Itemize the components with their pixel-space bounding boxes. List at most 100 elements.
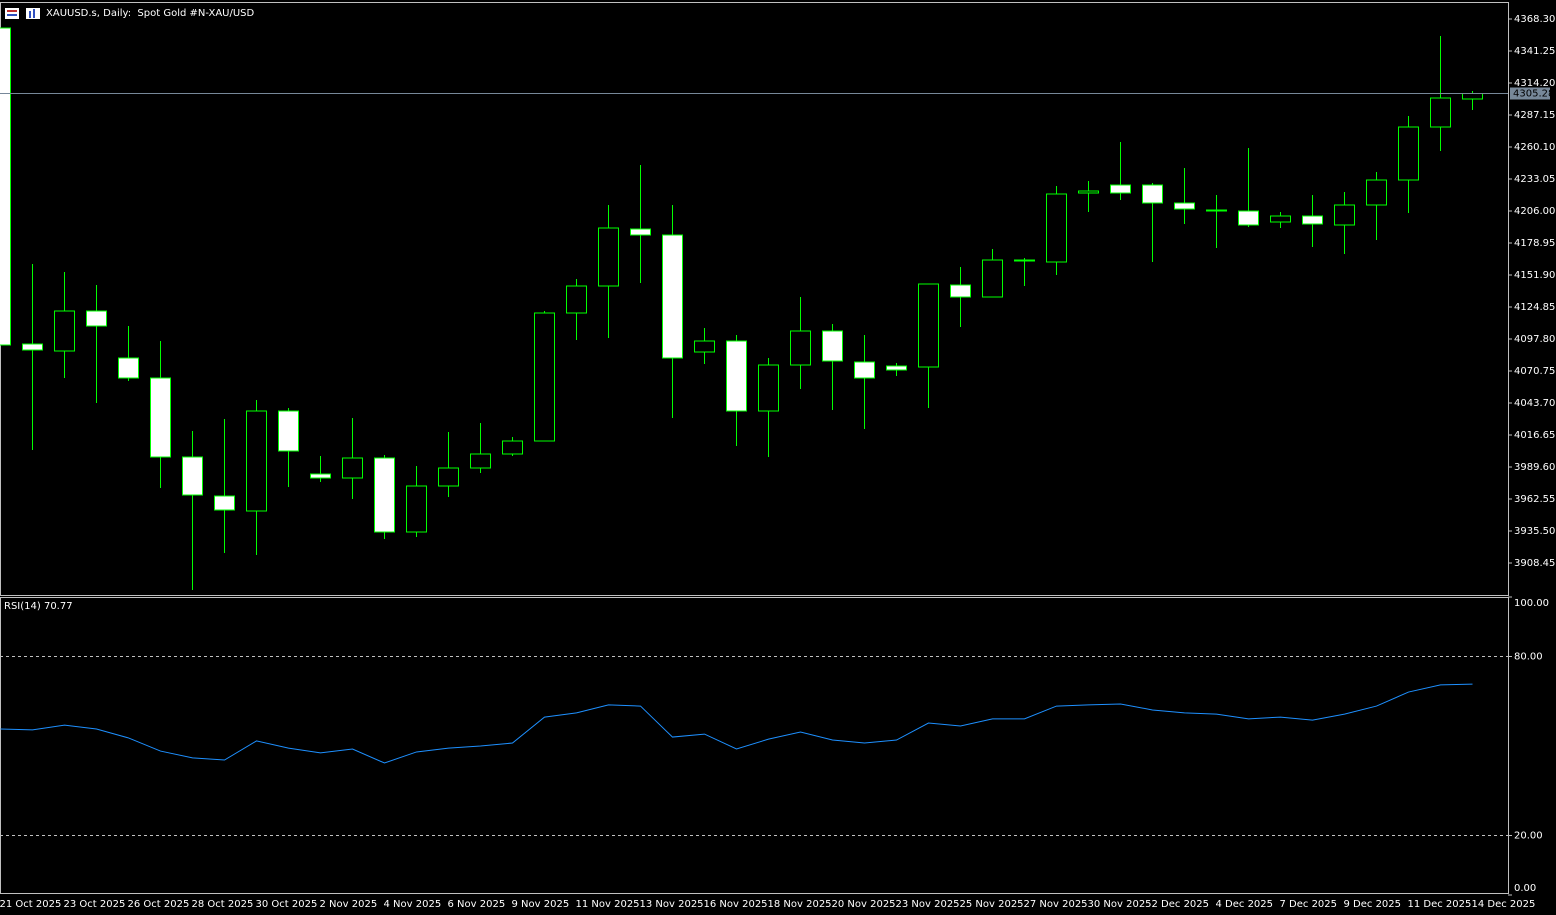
candle-body xyxy=(982,259,1003,298)
y-tick-label: 3935.50 xyxy=(1514,526,1555,537)
x-tick-label: 18 Nov 2025 xyxy=(768,899,832,910)
icon xyxy=(33,9,35,18)
candle-body xyxy=(214,495,235,511)
y-tick-label: 4368.30 xyxy=(1514,14,1555,25)
candle-body xyxy=(662,234,683,359)
candle-body xyxy=(406,485,427,533)
candle-body xyxy=(534,312,555,442)
candle-body xyxy=(374,457,395,533)
x-tick-label: 30 Oct 2025 xyxy=(256,899,318,910)
candle-body xyxy=(182,456,203,496)
candle-body xyxy=(470,453,491,469)
candle-body xyxy=(438,467,459,487)
y-tick-label: 4341.25 xyxy=(1514,46,1555,57)
y-tick-label: 4070.75 xyxy=(1514,366,1555,377)
candle-body xyxy=(54,310,75,352)
x-tick-label: 7 Dec 2025 xyxy=(1280,899,1338,910)
candle-body xyxy=(150,377,171,458)
y-tick-label: 100.00 xyxy=(1514,598,1549,609)
x-tick-label: 16 Nov 2025 xyxy=(704,899,768,910)
rsi-frame xyxy=(0,597,1509,894)
candle-body xyxy=(1462,93,1483,100)
candle-body xyxy=(1014,259,1035,262)
x-tick-label: 9 Dec 2025 xyxy=(1344,899,1402,910)
x-tick-label: 11 Dec 2025 xyxy=(1408,899,1472,910)
y-tick-label: 4233.05 xyxy=(1514,174,1555,185)
candle-body xyxy=(726,340,747,412)
candle-body xyxy=(1046,193,1067,263)
x-tick-label: 9 Nov 2025 xyxy=(512,899,570,910)
candle-body xyxy=(1078,190,1099,194)
candle-body xyxy=(1174,202,1195,210)
candle-body xyxy=(1110,184,1131,194)
candle-body xyxy=(246,410,267,512)
candle-body xyxy=(1398,126,1419,181)
x-tick-label: 20 Nov 2025 xyxy=(832,899,896,910)
symbol-icons xyxy=(5,8,40,19)
x-tick-label: 23 Oct 2025 xyxy=(64,899,126,910)
x-tick-label: 13 Nov 2025 xyxy=(640,899,704,910)
icon xyxy=(7,14,17,16)
rsi-title: RSI(14) 70.77 xyxy=(4,601,73,612)
candle-body xyxy=(22,343,43,351)
x-tick-label: 2 Dec 2025 xyxy=(1152,899,1210,910)
candle-body xyxy=(1142,184,1163,204)
x-tick-label: 4 Nov 2025 xyxy=(384,899,442,910)
candle-body xyxy=(1270,215,1291,223)
candle-body xyxy=(694,340,715,353)
y-tick-label: 3989.60 xyxy=(1514,462,1555,473)
price-tag xyxy=(1510,87,1550,100)
x-tick-label: 30 Nov 2025 xyxy=(1088,899,1152,910)
candle-body xyxy=(1302,215,1323,225)
y-tick-label: 80.00 xyxy=(1514,652,1543,663)
candle-body xyxy=(790,330,811,366)
x-tick-label: 25 Nov 2025 xyxy=(960,899,1024,910)
y-tick-label: 4016.65 xyxy=(1514,430,1555,441)
candle-body xyxy=(1206,209,1227,212)
candle-body xyxy=(1334,204,1355,226)
candle-body xyxy=(630,228,651,236)
x-tick-label: 14 Dec 2025 xyxy=(1472,899,1536,910)
price-tag-label: 4305.28 xyxy=(1513,89,1554,100)
candle-body xyxy=(310,473,331,479)
y-tick-label: 4287.15 xyxy=(1514,110,1555,121)
x-tick-label: 2 Nov 2025 xyxy=(320,899,378,910)
icon xyxy=(5,8,19,19)
candle-body xyxy=(918,283,939,368)
x-tick-label: 27 Nov 2025 xyxy=(1024,899,1088,910)
y-tick-label: 4206.00 xyxy=(1514,206,1555,217)
x-tick-label: 4 Dec 2025 xyxy=(1216,899,1274,910)
x-tick-label: 6 Nov 2025 xyxy=(448,899,506,910)
candle-body xyxy=(86,310,107,327)
y-tick-label: 3962.55 xyxy=(1514,494,1555,505)
y-tick-label: 0.00 xyxy=(1514,883,1536,894)
candle-body xyxy=(1430,97,1451,128)
candle-body xyxy=(0,27,11,346)
candle-body xyxy=(822,330,843,362)
x-tick-label: 11 Nov 2025 xyxy=(576,899,640,910)
candle-body xyxy=(950,284,971,298)
y-tick-label: 4151.90 xyxy=(1514,270,1555,281)
candle-body xyxy=(342,457,363,479)
rsi-line xyxy=(0,683,1473,764)
candle-body xyxy=(598,227,619,287)
y-tick-label: 4314.20 xyxy=(1514,78,1555,89)
y-tick-label: 4124.85 xyxy=(1514,302,1555,313)
y-tick-label: 4260.10 xyxy=(1514,142,1555,153)
y-tick-label: 20.00 xyxy=(1514,830,1543,841)
candle-body xyxy=(118,357,139,379)
y-tick-label: 4043.70 xyxy=(1514,398,1555,409)
x-tick-label: 28 Oct 2025 xyxy=(192,899,254,910)
chart-title: XAUUSD.s, Daily: Spot Gold #N-XAU/USD xyxy=(46,8,255,19)
candle-body xyxy=(1238,210,1259,226)
candle-body xyxy=(502,440,523,455)
y-tick-label: 3908.45 xyxy=(1514,558,1555,569)
candle-body xyxy=(1366,179,1387,206)
y-tick-label: 4097.80 xyxy=(1514,334,1555,345)
candle-body xyxy=(758,364,779,412)
x-tick-label: 23 Nov 2025 xyxy=(896,899,960,910)
candle-body xyxy=(854,361,875,379)
